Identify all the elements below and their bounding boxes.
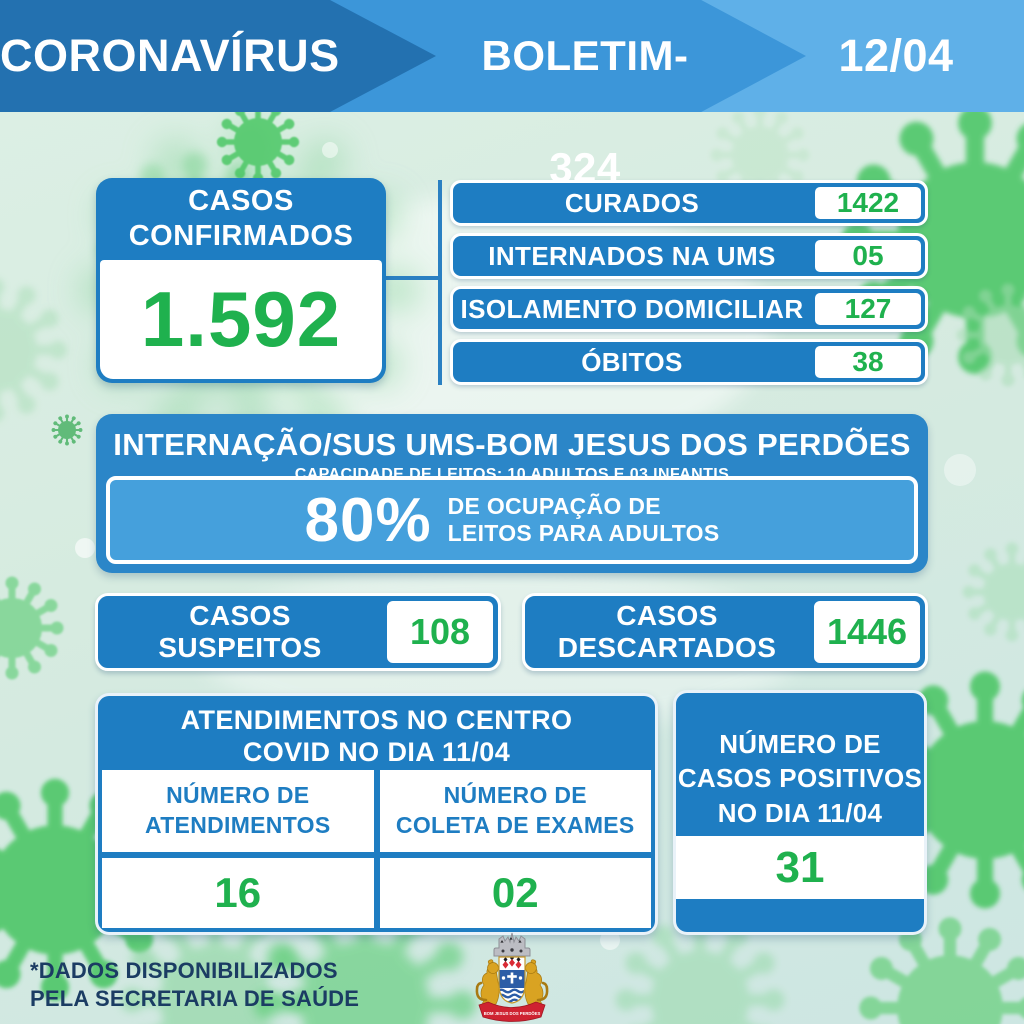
suspected-value: 108 [384,598,496,666]
stat-value: 05 [812,237,924,275]
exams-label-line1: NÚMERO DE [443,782,587,809]
occupancy-caption: DE OCUPAÇÃO DE LEITOS PARA ADULTOS [448,493,720,547]
daily-positives-value: 31 [676,836,924,899]
stat-label: CURADOS [564,187,700,218]
confirmed-title-line1: CASOS [188,184,294,217]
attendances-label-cell: NÚMERO DE ATENDIMENTOS [102,770,374,852]
brand-title: CORONAVÍRUS [0,30,340,81]
city-crest: BOM JESUS DOS PERDÕES [475,932,549,1022]
daily-positives-line2: CASOS POSITIVOS [677,763,923,794]
discarded-value: 1446 [811,598,923,666]
stat-row-curados: CURADOS 1422 [450,180,928,226]
care-center-title: ATENDIMENTOS NO CENTRO COVID NO DIA 11/0… [98,705,655,769]
stat-value: 127 [812,290,924,328]
header-segment-brand [0,0,436,112]
footer-note: *DADOS DISPONIBILIZADOS PELA SECRETARIA … [30,957,359,1013]
confirmed-cases-value: 1.592 [140,275,342,363]
footer-note-line2: PELA SECRETARIA DE SAÚDE [30,986,360,1012]
virus-icon [52,415,83,446]
confirmed-cases-card: CASOS CONFIRMADOS 1.592 [96,178,386,383]
occupancy-caption-line2: LEITOS PARA ADULTOS [447,520,720,546]
crest-ribbon: BOM JESUS DOS PERDÕES [478,1001,546,1022]
exams-label-line2: COLETA DE EXAMES [395,812,635,838]
occupancy-box: 80% DE OCUPAÇÃO DE LEITOS PARA ADULTOS [106,476,918,564]
suspected-cases-card: CASOS SUSPEITOS 108 [95,593,501,671]
stat-value: 38 [812,343,924,381]
discarded-label: CASOS DESCARTADOS [525,596,809,668]
discarded-label-line2: DESCARTADOS [557,632,777,663]
virus-icon [963,543,1024,642]
stat-label: INTERNADOS NA UMS [488,240,776,271]
hospital-panel: INTERNAÇÃO/SUS UMS-BOM JESUS DOS PERDÕES… [96,414,928,573]
stat-label: ISOLAMENTO DOMICILIAR [460,293,804,324]
care-center-title-line2: COVID NO DIA 11/04 [242,736,511,767]
occupancy-caption-line1: DE OCUPAÇÃO DE [447,492,661,519]
crest-shield [498,956,526,1004]
suspected-label-line2: SUSPEITOS [158,632,322,663]
discarded-label-line1: CASOS [616,599,718,631]
confirmed-cases-body: 1.592 [100,260,382,379]
header-banner: CORONAVÍRUS BOLETIM-324 12/04 [0,0,1024,191]
connector-horizontal-line [386,276,440,280]
care-center-title-line1: ATENDIMENTOS NO CENTRO [180,705,573,735]
daily-positives-line1: NÚMERO DE [719,729,881,759]
suspected-label: CASOS SUSPEITOS [98,596,382,668]
exams-value: 02 [491,869,539,916]
stat-value: 1422 [812,184,924,222]
confirmed-cases-title: CASOS CONFIRMADOS [96,178,386,260]
attendances-label-line1: NÚMERO DE [166,782,310,809]
connector-vertical-line [438,180,442,385]
care-center-grid: NÚMERO DE ATENDIMENTOS NÚMERO DE COLETA … [102,770,651,928]
virus-icon [0,577,64,680]
bulletin-number: BOLETIM-324 [481,32,689,191]
stat-row-internados: INTERNADOS NA UMS 05 [450,233,928,279]
stat-row-isolamento: ISOLAMENTO DOMICILIAR 127 [450,286,928,332]
virus-icon [0,278,67,422]
bulletin-date: 12/04 [838,30,954,81]
confirmed-title-line2: CONFIRMADOS [128,220,354,252]
attendances-value: 16 [214,869,262,916]
daily-positives-line3: NO DIA 11/04 [717,797,883,828]
discarded-cases-card: CASOS DESCARTADOS 1446 [522,593,928,671]
hospital-title: INTERNAÇÃO/SUS UMS-BOM JESUS DOS PERDÕES [113,427,911,462]
occupancy-value: 80% [304,485,432,555]
care-center-panel: ATENDIMENTOS NO CENTRO COVID NO DIA 11/0… [95,693,658,935]
footer-note-line1: *DADOS DISPONIBILIZADOS [30,958,338,983]
attendances-value-cell: 16 [102,858,374,928]
crest-lion-right [524,959,549,1007]
attendances-label-line2: ATENDIMENTOS [145,812,331,838]
crest-crown [493,932,531,957]
daily-positives-panel: NÚMERO DE CASOS POSITIVOS NO DIA 11/04 3… [673,690,927,935]
suspected-label-line1: CASOS [189,599,291,631]
stat-row-obitos: ÓBITOS 38 [450,339,928,385]
exams-value-cell: 02 [379,858,651,928]
crest-lion-left [475,959,500,1007]
daily-positives-label: NÚMERO DE CASOS POSITIVOS NO DIA 11/04 [676,727,924,830]
exams-label-cell: NÚMERO DE COLETA DE EXAMES [379,770,651,852]
stat-label: ÓBITOS [581,346,683,377]
crest-ribbon-text: BOM JESUS DOS PERDÕES [484,1011,541,1016]
